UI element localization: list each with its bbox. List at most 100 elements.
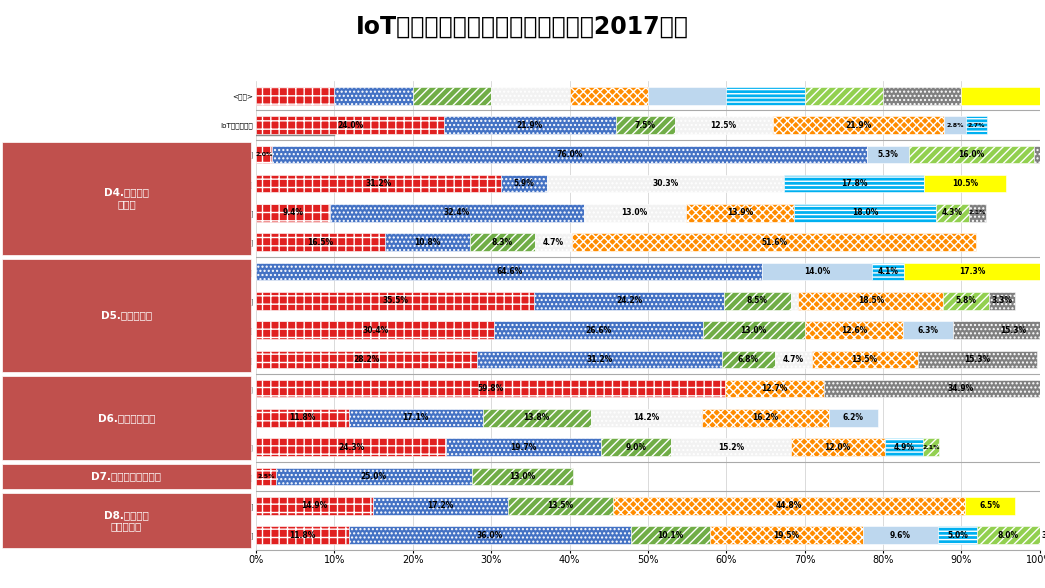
Bar [923,439,939,456]
Bar [944,292,989,310]
Text: 6.2%: 6.2% [842,413,864,422]
Bar [805,321,903,339]
Bar [961,87,1040,105]
Text: 14.0%: 14.0% [804,267,831,276]
Bar [256,204,330,222]
Text: 15.2%: 15.2% [718,443,744,452]
Text: 13.5%: 13.5% [548,502,574,510]
Bar [256,87,334,105]
Text: 6.3%: 6.3% [918,326,938,335]
Bar [616,116,675,134]
Bar [570,87,648,105]
Text: 30.4%: 30.4% [362,326,389,335]
Bar [721,350,775,368]
Bar [508,497,613,514]
Bar [863,526,938,544]
Text: 10.8%: 10.8% [415,238,441,247]
Text: 25.0%: 25.0% [361,472,387,481]
Bar [672,439,791,456]
Bar [924,175,1006,192]
Bar [483,409,590,427]
Text: 17.2%: 17.2% [427,502,454,510]
Bar [256,468,276,485]
Text: 36.0%: 36.0% [477,530,503,540]
Bar [763,263,872,280]
Bar [276,468,471,485]
Text: D6.スマート工場: D6.スマート工場 [98,413,155,423]
Bar [272,146,867,163]
Bar [798,292,944,310]
Bar [772,116,945,134]
Text: 30.3%: 30.3% [652,179,678,188]
Text: 2.1%: 2.1% [969,211,986,215]
Bar [989,292,1015,310]
Text: 16.2%: 16.2% [752,413,779,422]
Bar [256,497,373,514]
Bar [471,468,574,485]
Bar [867,146,909,163]
Bar [953,321,1045,339]
Bar [491,87,570,105]
Text: 2.1%: 2.1% [923,445,939,450]
Bar [256,263,763,280]
Bar [904,263,1040,280]
Bar [1040,526,1045,544]
Text: 31.2%: 31.2% [586,355,612,364]
Bar [446,439,601,456]
Text: 21.9%: 21.9% [517,121,543,129]
Text: 5.3%: 5.3% [878,150,899,159]
Bar [256,409,349,427]
Bar [829,409,878,427]
Text: 18.0%: 18.0% [852,209,878,218]
Bar [825,380,1045,397]
Bar [613,497,965,514]
Text: 16.0%: 16.0% [958,150,984,159]
Bar [785,175,924,192]
Text: 51.6%: 51.6% [761,238,787,247]
Text: 24.0%: 24.0% [336,121,364,129]
Bar [918,350,1038,368]
Text: 17.1%: 17.1% [402,413,428,422]
Text: 13.0%: 13.0% [509,472,536,481]
Text: 35.5%: 35.5% [382,296,409,305]
Text: 5.9%: 5.9% [513,179,534,188]
Text: 15.3%: 15.3% [1000,326,1026,335]
Bar [724,292,791,310]
Text: 12.7%: 12.7% [762,384,788,393]
Bar [967,116,988,134]
Bar [386,233,470,251]
Text: 2.5%: 2.5% [257,474,275,479]
Bar [501,175,547,192]
Bar [675,116,772,134]
Bar [805,87,883,105]
Bar [812,350,918,368]
Text: 31.2%: 31.2% [365,179,392,188]
Bar [547,175,785,192]
Text: 17.3%: 17.3% [959,267,985,276]
Bar [794,204,935,222]
Text: 18.5%: 18.5% [858,296,884,305]
Text: 2.8%: 2.8% [947,122,963,128]
Bar [977,526,1040,544]
Bar [1035,146,1040,163]
Bar [686,204,794,222]
Bar [909,146,1035,163]
Bar [703,321,805,339]
Text: 64.6%: 64.6% [496,267,522,276]
Text: 24.2%: 24.2% [616,296,643,305]
Text: 3.3%: 3.3% [992,296,1013,305]
Text: 4.9%: 4.9% [893,443,914,452]
Bar [334,87,413,105]
Text: 44.8%: 44.8% [775,502,803,510]
Text: 13.0%: 13.0% [622,209,648,218]
Bar [470,233,535,251]
Bar [572,233,976,251]
Bar [330,204,584,222]
Text: 4.1%: 4.1% [878,267,899,276]
Text: 26.6%: 26.6% [585,326,611,335]
Text: 6.8%: 6.8% [738,355,759,364]
Text: 10.1%: 10.1% [657,530,683,540]
Bar [477,350,721,368]
Bar [775,350,812,368]
Bar [413,87,491,105]
